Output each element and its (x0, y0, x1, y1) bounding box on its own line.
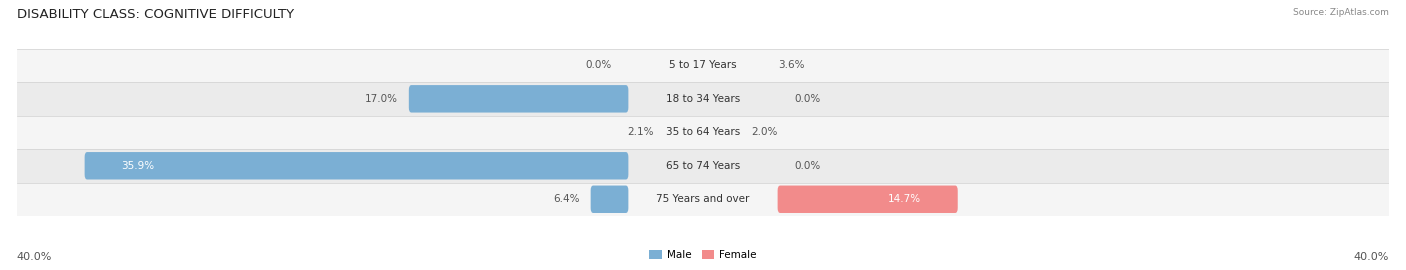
Legend: Male, Female: Male, Female (645, 246, 761, 264)
FancyBboxPatch shape (409, 85, 628, 113)
Text: 2.1%: 2.1% (627, 127, 654, 137)
Bar (17, 49, 1389, 82)
Text: 0.0%: 0.0% (586, 60, 612, 70)
Bar (17, 82, 1389, 116)
Text: 3.6%: 3.6% (779, 60, 806, 70)
Text: 0.0%: 0.0% (794, 94, 820, 104)
Text: Source: ZipAtlas.com: Source: ZipAtlas.com (1294, 8, 1389, 17)
Text: 65 to 74 Years: 65 to 74 Years (666, 161, 740, 171)
Text: 6.4%: 6.4% (553, 194, 579, 204)
Text: 0.0%: 0.0% (794, 161, 820, 171)
Text: 40.0%: 40.0% (17, 252, 52, 262)
Text: 35 to 64 Years: 35 to 64 Years (666, 127, 740, 137)
Text: 75 Years and over: 75 Years and over (657, 194, 749, 204)
Bar (17, 116, 1389, 149)
Bar (17, 183, 1389, 216)
Text: 17.0%: 17.0% (364, 94, 398, 104)
Text: 14.7%: 14.7% (887, 194, 921, 204)
FancyBboxPatch shape (84, 152, 628, 180)
Bar (17, 149, 1389, 183)
FancyBboxPatch shape (591, 185, 628, 213)
Text: 40.0%: 40.0% (1354, 252, 1389, 262)
Text: 5 to 17 Years: 5 to 17 Years (669, 60, 737, 70)
Text: 2.0%: 2.0% (751, 127, 778, 137)
FancyBboxPatch shape (778, 185, 957, 213)
Text: DISABILITY CLASS: COGNITIVE DIFFICULTY: DISABILITY CLASS: COGNITIVE DIFFICULTY (17, 8, 294, 21)
Text: 18 to 34 Years: 18 to 34 Years (666, 94, 740, 104)
Text: 35.9%: 35.9% (121, 161, 155, 171)
